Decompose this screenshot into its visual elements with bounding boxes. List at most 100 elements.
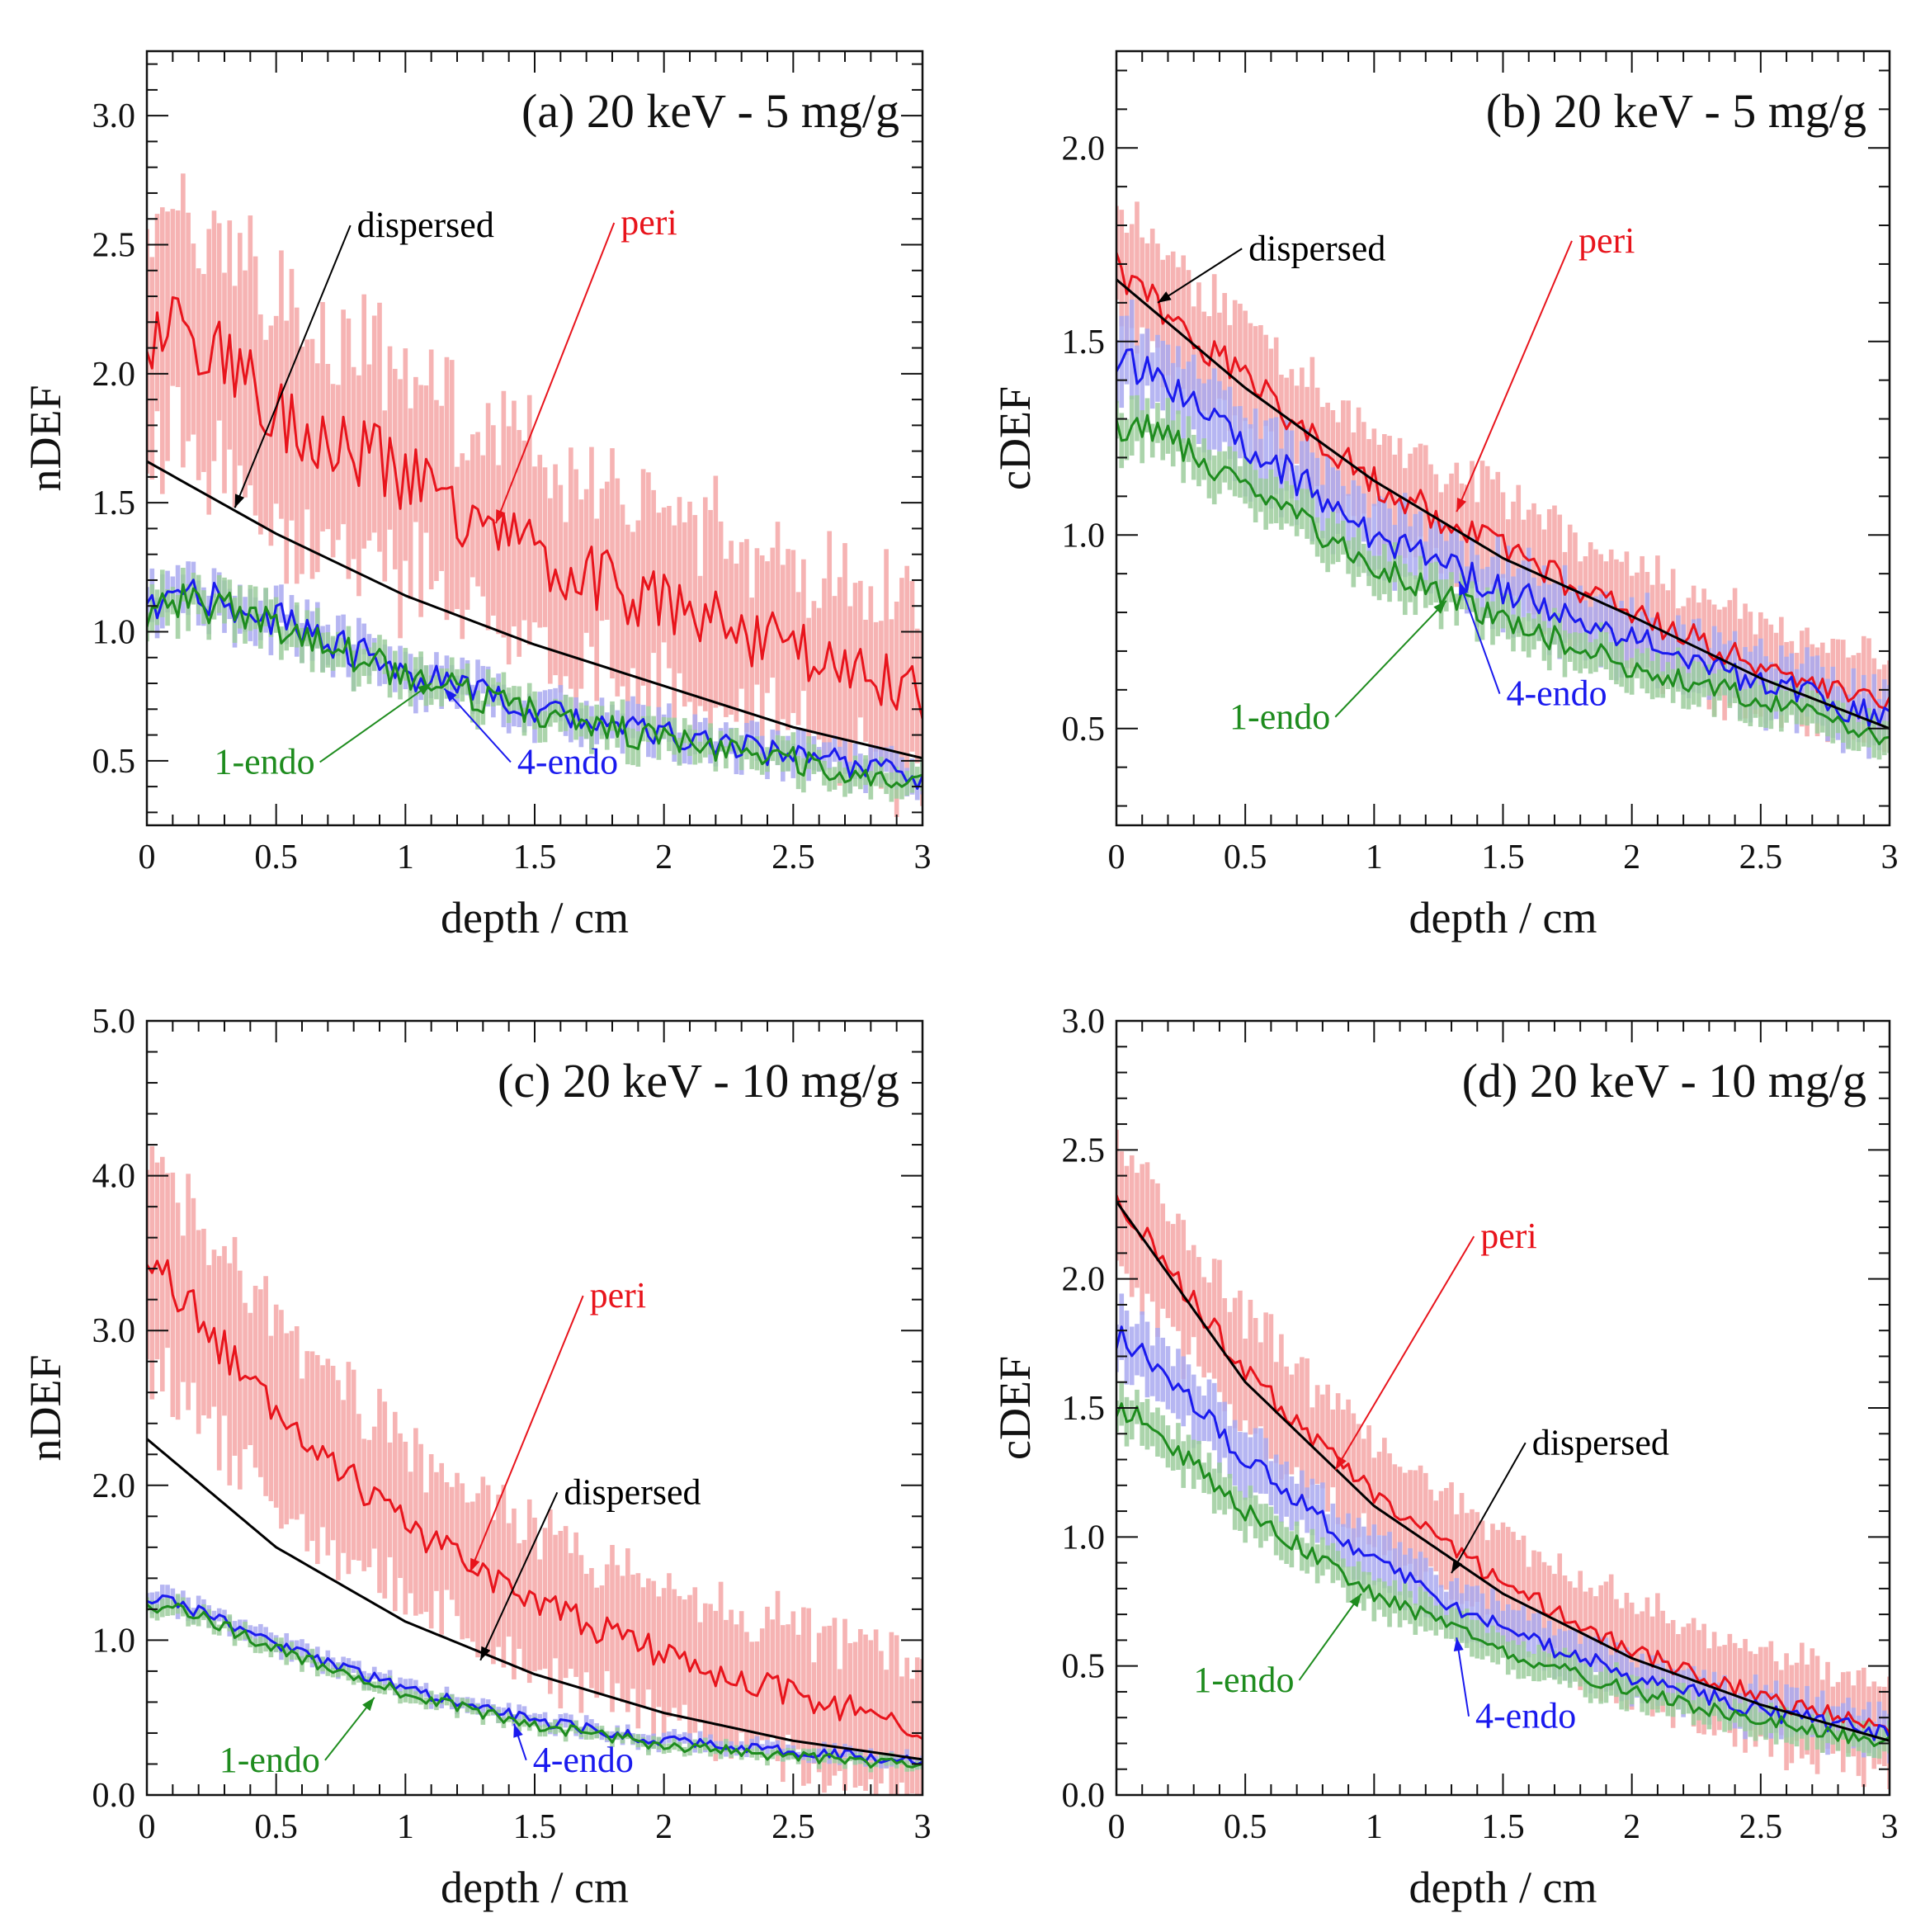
dispersed-annotation: dispersed — [1248, 228, 1385, 268]
y-tick-label: 0.0 — [92, 1777, 136, 1815]
1-endo-series-line — [1116, 413, 1890, 745]
dispersed-arrow-head — [234, 494, 245, 508]
peri-arrow-line — [1334, 1235, 1475, 1471]
1-endo-series-line — [1116, 1402, 1890, 1747]
peri-error-bar — [894, 1635, 899, 1795]
y-tick-label: 5.0 — [92, 1003, 136, 1041]
dispersed-arrow-line — [234, 224, 352, 508]
peri-arrow-line — [495, 222, 616, 524]
y-tick-label: 2.0 — [92, 1467, 136, 1505]
y-tick-label: 3.0 — [92, 1312, 136, 1350]
x-tick-label: 2.5 — [772, 1808, 815, 1846]
x-tick-label: 1 — [397, 838, 414, 876]
x-tick-label: 1 — [1366, 1808, 1383, 1846]
1-endo-arrow-line — [1298, 1593, 1362, 1681]
4-endo-series-line — [1116, 348, 1890, 728]
peri-error-bar — [904, 1657, 910, 1795]
4-endo-arrow-line — [443, 687, 512, 763]
x-tick-label: 0.5 — [254, 838, 298, 876]
4-endo-arrow-head — [444, 688, 457, 702]
x-tick-label: 0.5 — [1224, 1808, 1267, 1846]
x-tick-label: 2.5 — [1739, 838, 1783, 876]
y-tick-label: 0.0 — [1062, 1777, 1106, 1815]
x-tick-label: 0 — [1108, 1808, 1125, 1846]
peri-arrow-head — [1456, 498, 1467, 513]
dispersed-annotation: dispersed — [357, 205, 494, 245]
y-tick-label: 2.5 — [92, 227, 136, 265]
y-tick-label: 2.0 — [1062, 130, 1106, 168]
plot-area — [147, 1146, 923, 1795]
x-tick-label: 0 — [139, 1808, 156, 1846]
peri-arrow-line — [1456, 240, 1573, 513]
dispersed-series-line — [147, 460, 923, 760]
1-endo-arrow-line — [319, 683, 432, 763]
panel-title: (c) 20 keV - 10 mg/g — [498, 1054, 899, 1108]
x-tick-label: 0 — [1108, 838, 1125, 876]
1-endo-arrow-line — [324, 1697, 375, 1761]
1-endo-arrow-head — [418, 683, 432, 696]
4-endo-annotation: 4-endo — [517, 741, 618, 782]
1-endo-arrow-head — [362, 1697, 375, 1712]
peri-series-line — [1116, 1194, 1890, 1734]
peri-annotation: peri — [590, 1275, 646, 1316]
y-tick-label: 1.0 — [92, 1622, 136, 1660]
peri-error-bar — [920, 1659, 923, 1795]
4-endo-arrow-line — [1456, 1637, 1470, 1717]
plot-area — [1116, 1129, 1890, 1790]
plot-area — [1116, 201, 1890, 760]
y-tick-label: 1.5 — [1062, 1390, 1106, 1428]
x-tick-label: 3 — [914, 1808, 932, 1846]
x-tick-label: 3 — [1881, 838, 1899, 876]
1-endo-annotation: 1-endo — [219, 1740, 320, 1780]
y-tick-label: 2.5 — [1062, 1131, 1106, 1169]
y-tick-label: 2.0 — [1062, 1261, 1106, 1299]
y-axis-label: cDEF — [990, 1356, 1040, 1460]
x-tick-label: 1.5 — [1481, 1808, 1525, 1846]
1-endo-arrow-line — [1334, 600, 1447, 718]
panel-title: (a) 20 keV - 5 mg/g — [521, 84, 899, 138]
dispersed-series-line — [1116, 278, 1890, 730]
x-tick-label: 2.5 — [1739, 1808, 1783, 1846]
4-endo-arrow-line — [1458, 581, 1501, 694]
4-endo-annotation: 4-endo — [1475, 1696, 1576, 1736]
4-endo-series-line — [147, 579, 923, 790]
peri-annotation: peri — [1480, 1216, 1536, 1256]
panel-title: (d) 20 keV - 10 mg/g — [1462, 1054, 1866, 1108]
4-endo-arrow-head — [513, 1723, 523, 1738]
1-endo-arrow-head — [1433, 600, 1446, 614]
peri-annotation: peri — [621, 202, 677, 243]
x-axis-label: depth / cm — [441, 1863, 629, 1912]
4-endo-arrow-head — [1453, 1637, 1464, 1652]
y-tick-label: 1.5 — [92, 484, 136, 522]
panel-c: 0 0.5 1 1.5 2 2.5 3 0.0 1.0 2.0 3.0 4.0 5.0 depth / c… — [21, 1003, 932, 1912]
x-tick-label: 1 — [397, 1808, 414, 1846]
y-tick-label: 4.0 — [92, 1158, 136, 1196]
peri-annotation: peri — [1578, 220, 1635, 261]
y-tick-label: 1.0 — [92, 614, 136, 652]
panel-a: 0 0.5 1 1.5 2 2.5 3 0.5 1.0 1.5 2.0 2.5 3.0 depth / c… — [21, 50, 932, 942]
1-endo-annotation: 1-endo — [1193, 1660, 1294, 1700]
dispersed-arrow-head — [1451, 1559, 1463, 1574]
y-axis-label: cDEF — [990, 386, 1040, 490]
x-tick-label: 2 — [1623, 838, 1640, 876]
x-axis-label: depth / cm — [1409, 893, 1597, 942]
peri-error-bar — [914, 1657, 920, 1795]
x-tick-label: 0.5 — [1224, 838, 1267, 876]
peri-series-line — [1116, 252, 1890, 710]
1-endo-series-line — [147, 583, 923, 789]
dispersed-series-line — [1116, 1201, 1890, 1742]
peri-series-line — [147, 1259, 923, 1741]
x-tick-label: 2.5 — [772, 838, 815, 876]
y-tick-label: 0.5 — [92, 743, 136, 781]
x-tick-label: 1.5 — [513, 1808, 557, 1846]
4-endo-arrow-head — [1459, 581, 1469, 596]
x-tick-label: 0.5 — [254, 1808, 298, 1846]
dispersed-arrow-line — [1451, 1442, 1527, 1574]
dispersed-arrow-line — [1157, 248, 1243, 304]
y-axis-label: nDEF — [21, 1354, 70, 1461]
x-axis-label: depth / cm — [441, 893, 629, 942]
x-tick-label: 2 — [1623, 1808, 1640, 1846]
panel-title: (b) 20 keV - 5 mg/g — [1486, 84, 1866, 138]
y-tick-label: 1.5 — [1062, 324, 1106, 361]
